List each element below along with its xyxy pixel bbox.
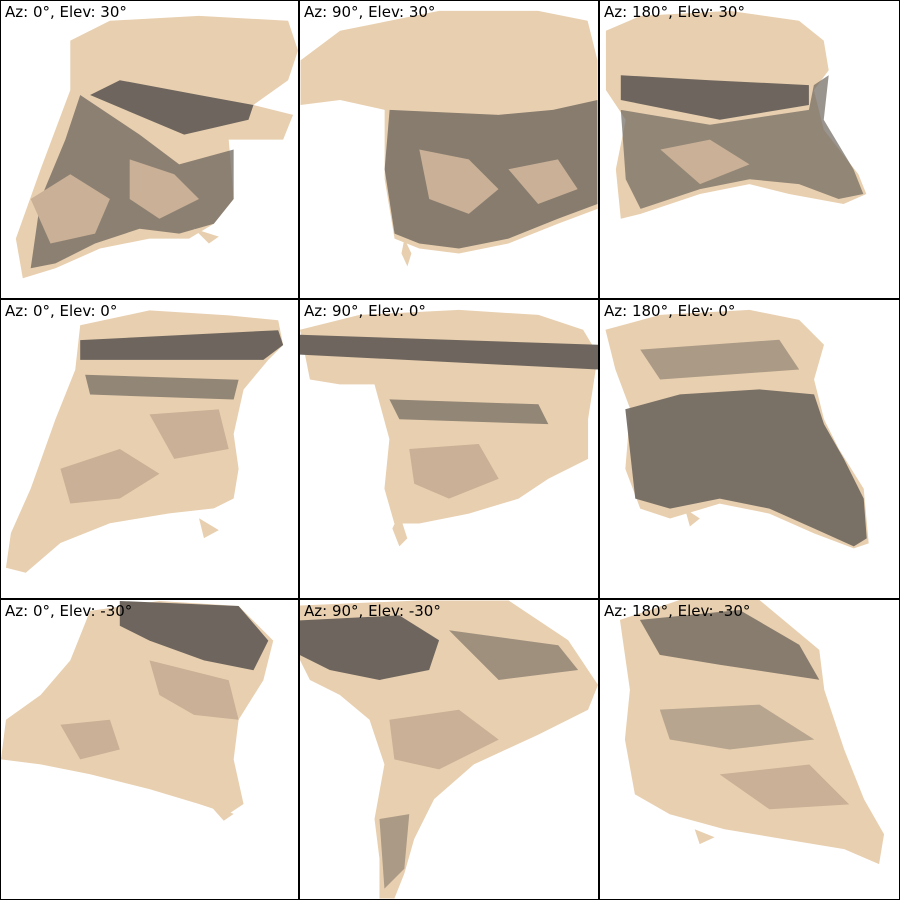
view-panel-az180-elev-30: Az: 180°, Elev: -30° [600, 600, 900, 900]
view-label: Az: 0°, Elev: -30° [5, 602, 133, 620]
view-label: Az: 90°, Elev: 30° [304, 3, 436, 21]
view-label: Az: 0°, Elev: 30° [5, 3, 127, 21]
voxel-render [605, 309, 869, 549]
view-label: Az: 90°, Elev: 0° [304, 302, 426, 320]
view-panel-az90-elev-30: Az: 90°, Elev: -30° [300, 600, 600, 900]
voxel-render [619, 600, 885, 865]
voxel-render [1, 601, 274, 821]
voxel-render [300, 10, 598, 267]
view-label: Az: 180°, Elev: -30° [604, 602, 751, 620]
view-panel-az180-elev30: Az: 180°, Elev: 30° [600, 0, 900, 300]
view-panel-az0-elev-30: Az: 0°, Elev: -30° [0, 600, 300, 900]
view-panel-az90-elev30: Az: 90°, Elev: 30° [300, 0, 600, 300]
voxel-render [5, 310, 284, 573]
voxel-render [15, 15, 298, 279]
view-panel-az90-elev0: Az: 90°, Elev: 0° [300, 300, 600, 600]
view-label: Az: 180°, Elev: 0° [604, 302, 736, 320]
view-label: Az: 0°, Elev: 0° [5, 302, 118, 320]
voxel-render [605, 10, 867, 219]
view-panel-az0-elev0: Az: 0°, Elev: 0° [0, 300, 300, 600]
view-panel-az0-elev30: Az: 0°, Elev: 30° [0, 0, 300, 300]
view-label: Az: 180°, Elev: 30° [604, 3, 745, 21]
voxel-render [300, 600, 598, 899]
voxel-render [300, 309, 598, 547]
view-panel-az180-elev0: Az: 180°, Elev: 0° [600, 300, 900, 600]
view-label: Az: 90°, Elev: -30° [304, 602, 441, 620]
